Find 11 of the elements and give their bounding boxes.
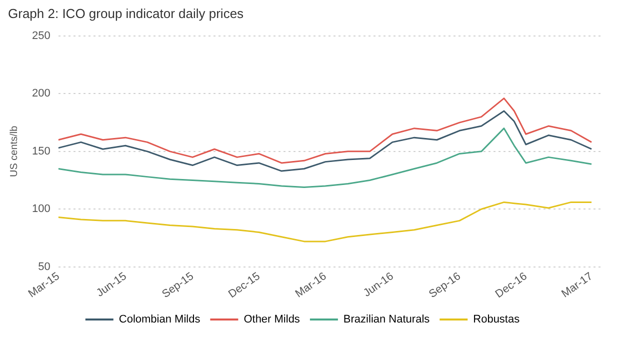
y-tick-label: 150 xyxy=(32,145,50,158)
chart-title: Graph 2: ICO group indicator daily prices xyxy=(8,6,244,21)
legend-label: Colombian Milds xyxy=(118,314,201,326)
y-tick-label: 250 xyxy=(32,30,50,42)
legend-label: Robustas xyxy=(473,314,520,326)
y-axis-title: US cents/lb xyxy=(8,125,20,177)
y-tick-label: 50 xyxy=(38,260,50,273)
y-tick-label: 100 xyxy=(32,203,50,216)
legend-label: Other Milds xyxy=(244,314,300,326)
y-tick-label: 200 xyxy=(32,88,50,100)
legend-label: Brazilian Naturals xyxy=(343,314,430,326)
